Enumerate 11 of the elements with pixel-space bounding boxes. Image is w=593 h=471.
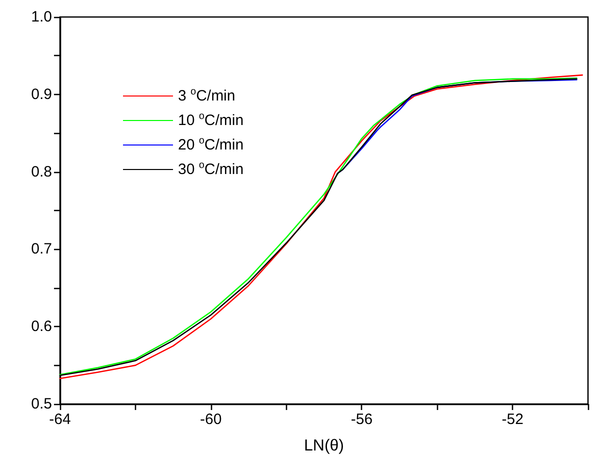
x-tick-label: -60 (200, 411, 222, 428)
y-tick-label: 0.5 (31, 396, 52, 412)
x-tick-label: -56 (350, 411, 373, 428)
y-tick-label: 0.6 (31, 318, 52, 336)
y-tick-label: 0.9 (31, 86, 52, 103)
x-tick-label: -52 (502, 411, 524, 428)
x-tick-label: -64 (49, 411, 71, 428)
y-tick-label: 0.8 (31, 163, 52, 180)
y-tick-label: 0.7 (31, 240, 52, 258)
x-axis-title: LN(θ) (304, 438, 344, 454)
y-tick-label: 1.0 (31, 8, 52, 26)
